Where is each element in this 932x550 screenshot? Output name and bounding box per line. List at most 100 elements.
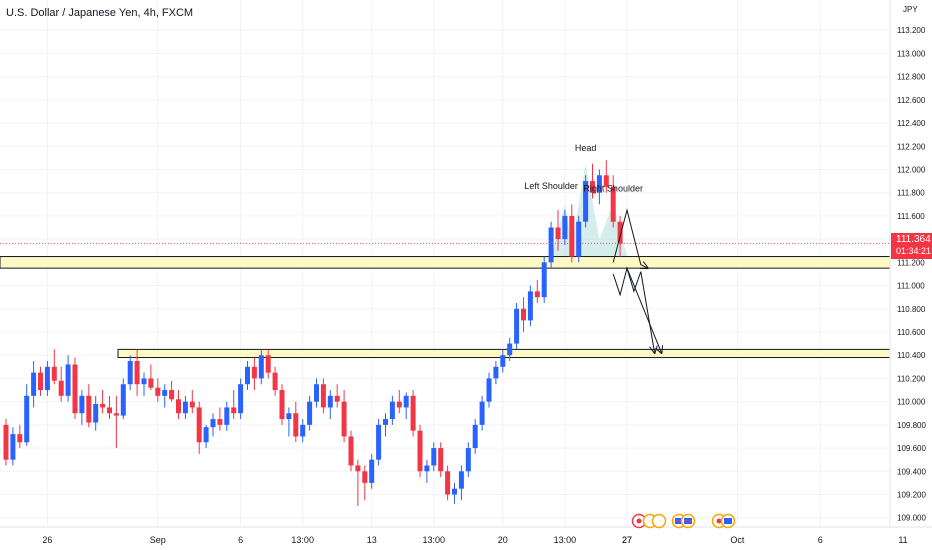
candle-body: [265, 355, 271, 373]
candle-body: [555, 227, 561, 240]
candle-body: [314, 384, 319, 402]
candle-body: [86, 395, 92, 423]
candle-body: [134, 361, 140, 385]
candle-body: [162, 390, 168, 396]
price-tick-label: 110.400: [897, 351, 926, 360]
candle-body: [231, 407, 237, 414]
support-zones: [0, 256, 891, 359]
pattern-label: Left Shoulder: [524, 181, 578, 191]
candle-body: [493, 366, 499, 379]
candle-body: [293, 413, 299, 437]
price-tick-label: 109.600: [897, 444, 926, 453]
candle-body: [376, 424, 382, 460]
time-tick-label: 27: [622, 535, 632, 545]
pattern-labels: Head Left Shoulder Right Shoulder: [524, 143, 643, 194]
candle-body: [569, 215, 575, 257]
candle-body: [3, 424, 9, 460]
candle-body: [10, 434, 16, 460]
candle-body: [617, 221, 623, 244]
candle-body: [107, 407, 112, 414]
candle-body: [603, 175, 609, 187]
symbol-title[interactable]: U.S. Dollar / Japanese Yen, 4h, FXCM: [6, 7, 194, 19]
candle-body: [176, 399, 181, 414]
price-tick-label: 111.200: [897, 258, 925, 267]
candle-body: [31, 372, 37, 396]
us-flag-icon[interactable]: [671, 513, 696, 529]
time-tick-label: 20: [498, 535, 508, 545]
price-axis-background: [890, 0, 932, 550]
candle-body: [583, 181, 589, 222]
candle-body: [93, 403, 99, 423]
price-tick-label: 109.200: [897, 490, 926, 499]
candle-body: [548, 227, 554, 263]
candle-body: [182, 401, 188, 414]
projection-arrow: [612, 208, 648, 268]
candle-body: [334, 395, 340, 402]
price-tick-label: 112.200: [897, 142, 926, 151]
candle-body: [320, 384, 326, 408]
candle-body: [272, 372, 278, 391]
candle-body: [417, 430, 423, 472]
candle-body: [596, 175, 602, 193]
candle-body: [203, 427, 209, 443]
price-tick-label: 111.800: [897, 189, 925, 198]
time-tick-label: 13: [367, 535, 377, 545]
candle-body: [369, 459, 375, 483]
candle-body: [51, 366, 57, 381]
projection-arrows: [612, 208, 661, 353]
candle-body: [500, 355, 506, 367]
pattern-label: Right Shoulder: [583, 184, 643, 194]
candle-body: [341, 401, 347, 437]
candle-body: [562, 215, 568, 240]
time-tick-label: 11: [898, 535, 907, 545]
candle-body: [24, 395, 30, 443]
candle-body: [307, 401, 313, 425]
time-tick-label: 13:00: [554, 535, 577, 545]
current-price-tag: 111.364 01:34:21: [891, 233, 932, 260]
event-icons[interactable]: [631, 513, 736, 529]
candle-body: [155, 387, 161, 396]
candlestick-series: [3, 160, 623, 507]
time-tick-label: 13:00: [423, 535, 446, 545]
candle-body: [534, 291, 540, 298]
price-tick-label: 110.600: [897, 328, 926, 337]
candle-body: [196, 407, 202, 443]
time-axis[interactable]: 26Sep613:001313:002013:002727Oct61113:00…: [42, 535, 932, 545]
candle-body: [72, 364, 78, 414]
price-tick-label: 111.000: [897, 282, 925, 291]
candle-body: [169, 390, 175, 400]
candle-body: [258, 355, 264, 379]
candle-body: [120, 384, 126, 416]
projection-arrow: [612, 266, 654, 353]
candle-body: [44, 366, 50, 391]
currency-unit: JPY: [903, 5, 918, 14]
candle-body: [403, 395, 409, 408]
candle-body: [355, 465, 361, 472]
price-tick-label: 111.600: [897, 212, 925, 221]
candle-body: [396, 401, 402, 408]
candle-body: [465, 448, 471, 472]
time-tick-label: 26: [42, 535, 52, 545]
candle-body: [251, 366, 257, 379]
candle-body: [521, 308, 526, 321]
time-tick-label: 6: [238, 535, 243, 545]
candle-body: [486, 378, 492, 402]
candle-body: [472, 424, 478, 449]
price-tick-label: 112.600: [897, 96, 926, 105]
candle-body: [410, 395, 416, 431]
candle-body: [286, 413, 292, 420]
price-tick-label: 110.200: [897, 374, 926, 383]
time-tick-label: Oct: [730, 535, 745, 545]
time-tick-label: 13:00: [291, 535, 314, 545]
candle-body: [245, 366, 250, 385]
candle-body: [189, 401, 195, 408]
candle-body: [458, 471, 464, 489]
economic-event-flag-icon[interactable]: [631, 513, 667, 529]
head-shoulders-shading: [551, 163, 627, 257]
jp-flag-icon[interactable]: [711, 513, 736, 529]
candle-body: [389, 401, 395, 420]
price-tick-label: 109.000: [897, 514, 926, 523]
candle-body: [127, 361, 133, 385]
candle-body: [527, 291, 533, 321]
